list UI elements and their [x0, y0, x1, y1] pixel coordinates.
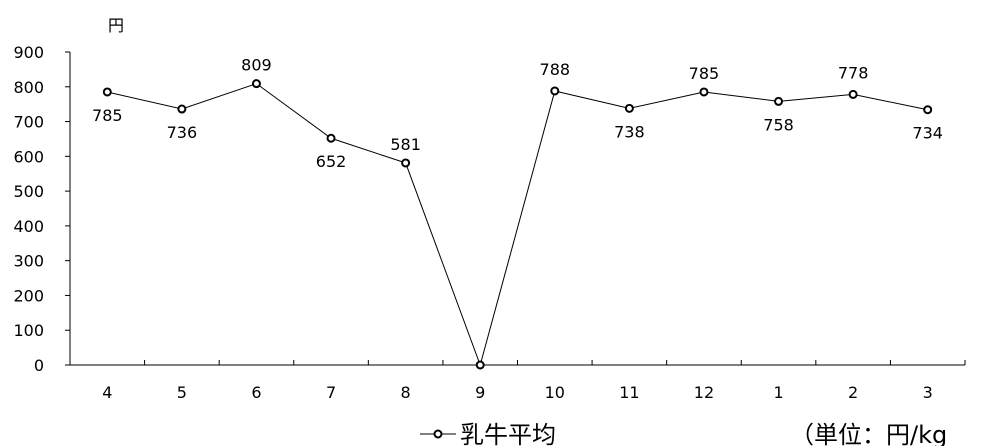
x-tick-label: 12 [694, 383, 714, 402]
y-axis: 0 100 200 300 400 500 600 700 800 900 [13, 43, 71, 375]
series-layer: 785 736 809 652 581 788 738 785 758 778 734 [92, 56, 943, 370]
data-label: 738 [614, 122, 645, 141]
data-point [848, 89, 858, 99]
x-tick-label: 11 [619, 383, 639, 402]
x-tick-label: 3 [923, 383, 933, 402]
legend-series-label: 乳牛平均 [460, 421, 556, 446]
data-label: 788 [540, 60, 571, 79]
data-point [326, 133, 336, 143]
data-point [550, 86, 560, 96]
y-tick-label: 500 [13, 182, 44, 201]
unit-note: （単位：円/kg [790, 421, 947, 446]
x-axis: 4 5 6 7 8 9 10 11 12 1 2 3 [69, 360, 966, 402]
x-tick-label: 9 [475, 383, 485, 402]
data-point [475, 360, 485, 370]
data-point [177, 104, 187, 114]
y-tick-label: 300 [13, 252, 44, 271]
data-point [401, 158, 411, 168]
data-label: 734 [912, 124, 943, 143]
data-label: 785 [689, 64, 720, 83]
x-tick-label: 6 [251, 383, 261, 402]
y-axis-unit-label: 円 [108, 16, 124, 35]
data-label: 652 [316, 152, 347, 171]
x-tick-label: 7 [326, 383, 336, 402]
y-tick-label: 400 [13, 217, 44, 236]
data-label: 758 [763, 115, 794, 134]
legend: 乳牛平均 [420, 421, 556, 446]
legend-marker-icon [433, 429, 443, 439]
data-point [624, 103, 634, 113]
data-label: 581 [390, 135, 421, 154]
data-point [699, 87, 709, 97]
data-label: 785 [92, 106, 123, 125]
y-tick-label: 0 [34, 356, 44, 375]
y-tick-label: 200 [13, 286, 44, 305]
data-point [923, 105, 933, 115]
x-tick-label: 1 [773, 383, 783, 402]
data-point [251, 79, 261, 89]
x-tick-label: 4 [102, 383, 112, 402]
series-line [107, 83, 928, 367]
x-tick-label: 2 [848, 383, 858, 402]
y-tick-label: 600 [13, 147, 44, 166]
data-label: 778 [838, 63, 869, 82]
data-point [774, 96, 784, 106]
y-tick-label: 700 [13, 113, 44, 132]
x-tick-label: 10 [545, 383, 565, 402]
y-tick-label: 100 [13, 321, 44, 340]
y-tick-label: 900 [13, 43, 44, 62]
data-point [102, 87, 112, 97]
x-tick-label: 5 [177, 383, 187, 402]
x-tick-label: 8 [401, 383, 411, 402]
y-tick-label: 800 [13, 78, 44, 97]
data-label: 809 [241, 56, 272, 75]
data-label: 736 [167, 123, 198, 142]
